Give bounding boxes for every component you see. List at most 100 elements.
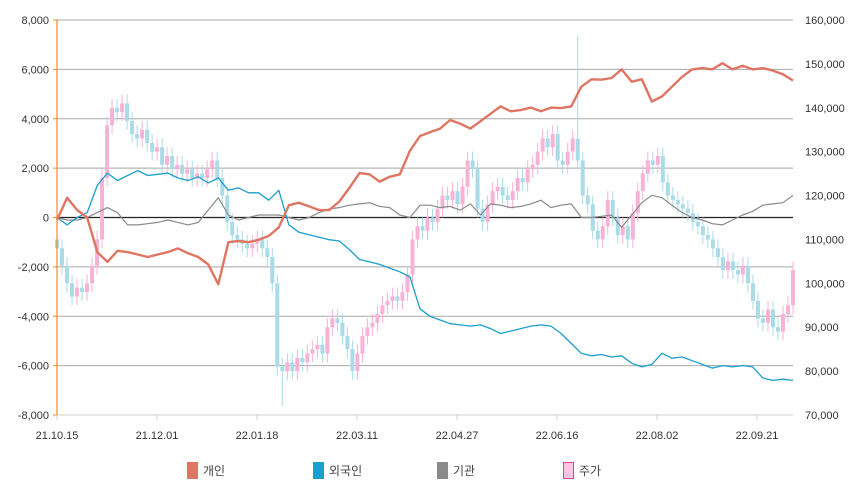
x-axis-tick-label: 22.06.16 bbox=[536, 430, 579, 442]
candle-down bbox=[215, 160, 220, 178]
candle-down bbox=[735, 270, 740, 275]
candle-down bbox=[130, 120, 135, 135]
legend-swatch-individual bbox=[187, 462, 198, 479]
candle-down bbox=[135, 134, 140, 139]
legend-item-institution[interactable]: 기관 bbox=[437, 462, 475, 479]
candle-down bbox=[610, 199, 615, 218]
candle-down bbox=[145, 129, 150, 143]
candle-down bbox=[650, 160, 655, 165]
candle-up bbox=[165, 156, 170, 165]
candle-up bbox=[460, 186, 465, 205]
candle-down bbox=[275, 283, 280, 367]
candle-down bbox=[190, 169, 195, 178]
candle-down bbox=[475, 169, 480, 209]
candle-down bbox=[560, 160, 565, 165]
left-axis-tick-label: -8,000 bbox=[18, 410, 49, 422]
candle-down bbox=[335, 318, 340, 323]
candle-up bbox=[375, 314, 380, 323]
candle-down bbox=[420, 226, 425, 231]
candle-up bbox=[400, 292, 405, 301]
candle-down bbox=[715, 248, 720, 257]
candle-down bbox=[670, 195, 675, 200]
candle-down bbox=[755, 300, 760, 319]
right-axis-tick-label: 80,000 bbox=[805, 366, 839, 378]
candle-down bbox=[500, 186, 505, 196]
candle-down bbox=[775, 327, 780, 332]
candle-down bbox=[65, 265, 70, 284]
candle-up bbox=[525, 169, 530, 183]
legend-item-individual[interactable]: 개인 bbox=[187, 462, 225, 479]
candle-up bbox=[635, 191, 640, 214]
candle-down bbox=[200, 173, 205, 178]
left-axis-tick-label: 0 bbox=[43, 213, 49, 225]
candle-down bbox=[720, 257, 725, 271]
candle-down bbox=[770, 309, 775, 328]
candle-up bbox=[435, 208, 440, 222]
legend-swatch-foreign bbox=[313, 462, 324, 479]
candle-down bbox=[625, 226, 630, 240]
candle-up bbox=[765, 309, 770, 323]
x-axis-tick-label: 21.12.01 bbox=[136, 430, 179, 442]
candle-up bbox=[600, 226, 605, 240]
left-axis-tick-label: 2,000 bbox=[21, 163, 49, 175]
candle-up bbox=[315, 344, 320, 350]
candle-up bbox=[255, 239, 260, 244]
candle-down bbox=[70, 283, 75, 297]
foreign-line bbox=[56, 169, 794, 382]
candle-up bbox=[175, 164, 180, 170]
candle-down bbox=[265, 248, 270, 257]
legend-item-foreign[interactable]: 외국인 bbox=[313, 462, 362, 479]
candle-down bbox=[245, 243, 250, 249]
candle-up bbox=[285, 362, 290, 372]
candle-up bbox=[360, 336, 365, 354]
candle-down bbox=[225, 195, 230, 222]
candle-up bbox=[415, 226, 420, 240]
individual-line bbox=[55, 62, 794, 286]
candle-down bbox=[580, 160, 585, 196]
left-axis-tick-label: -2,000 bbox=[18, 262, 49, 274]
candle-down bbox=[595, 230, 600, 240]
left-axis-tick-label: 4,000 bbox=[21, 114, 49, 126]
legend-label: 기관 bbox=[453, 464, 476, 478]
right-axis-tick-label: 130,000 bbox=[805, 147, 845, 159]
x-axis-tick-label: 21.10.15 bbox=[36, 430, 79, 442]
candle-down bbox=[340, 322, 345, 336]
legend-swatch-institution bbox=[437, 462, 448, 479]
candle-up bbox=[725, 261, 730, 271]
x-axis-tick-label: 22.09.21 bbox=[736, 430, 779, 442]
candle-up bbox=[390, 296, 395, 301]
candle-up bbox=[120, 103, 125, 113]
right-axis-tick-label: 120,000 bbox=[805, 191, 845, 203]
candle-down bbox=[665, 182, 670, 196]
candle-down bbox=[235, 235, 240, 240]
candle-up bbox=[425, 217, 430, 231]
candle-up bbox=[85, 283, 90, 293]
candle-down bbox=[125, 103, 130, 121]
candle-up bbox=[355, 353, 360, 372]
candle-up bbox=[205, 169, 210, 178]
candle-up bbox=[295, 357, 300, 372]
candle-up bbox=[515, 178, 520, 192]
candle-down bbox=[180, 164, 185, 174]
right-axis-tick-label: 150,000 bbox=[805, 59, 845, 71]
candle-up bbox=[110, 107, 115, 126]
legend-item-price[interactable]: 주가 bbox=[563, 462, 601, 479]
candle-down bbox=[750, 283, 755, 301]
candle-down bbox=[705, 235, 710, 240]
candle-up bbox=[780, 314, 785, 332]
candle-up bbox=[410, 239, 415, 275]
candle-down bbox=[290, 362, 295, 372]
candle-up bbox=[465, 160, 470, 187]
candle-up bbox=[535, 151, 540, 165]
left-axis-tick-label: 6,000 bbox=[21, 64, 49, 76]
candle-down bbox=[480, 208, 485, 222]
candle-down bbox=[700, 226, 705, 236]
candle-up bbox=[210, 160, 215, 170]
candle-down bbox=[615, 217, 620, 236]
candle-up bbox=[540, 138, 545, 152]
candle-up bbox=[380, 305, 385, 315]
candle-up bbox=[330, 318, 335, 328]
candle-up bbox=[640, 173, 645, 192]
candle-down bbox=[685, 208, 690, 214]
